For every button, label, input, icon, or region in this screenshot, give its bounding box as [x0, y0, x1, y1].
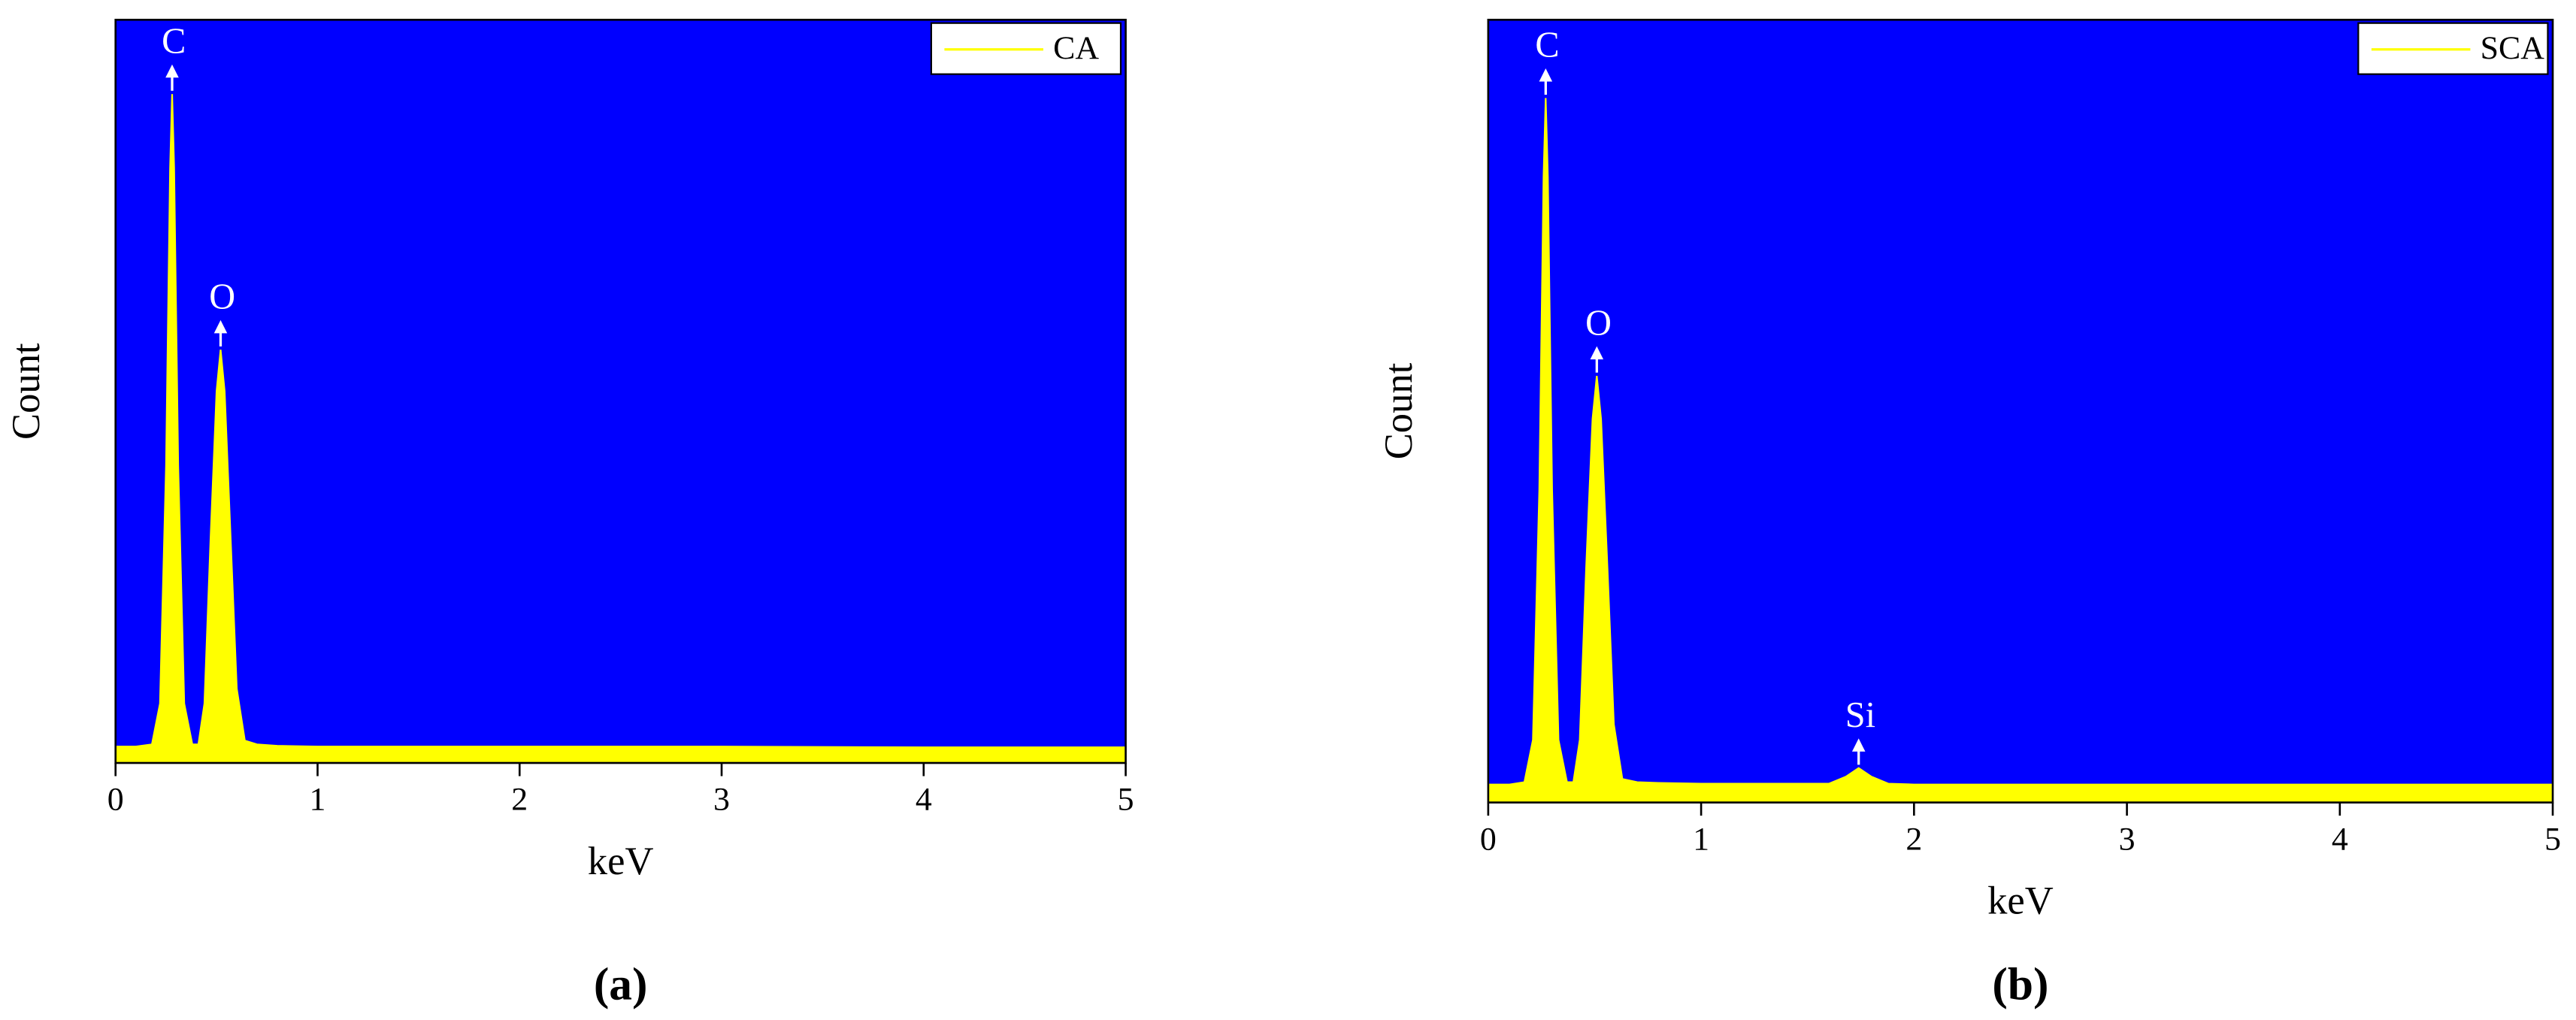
annotation-arrowhead	[1590, 346, 1604, 360]
annotation-label: C	[162, 21, 186, 61]
x-tick-label: 3	[713, 782, 730, 818]
x-tick-label: 3	[2119, 821, 2136, 857]
annotation-arrowhead	[165, 64, 179, 78]
x-tick-label: 4	[2332, 821, 2348, 857]
spectrum-area	[1487, 98, 2554, 804]
chart-panel: C O 0 1 2 3 4 5 keV Count (a) CA	[5, 18, 1134, 1009]
annotation-arrowhead	[213, 319, 228, 334]
plot-frame	[114, 18, 1127, 764]
annotation-label: Si	[1845, 695, 1875, 735]
x-tick-label: 5	[1118, 782, 1134, 818]
x-tick-label: 1	[310, 782, 326, 818]
annotation-label: O	[209, 277, 235, 317]
x-tick-label: 1	[1693, 821, 1709, 857]
x-tick-label: 4	[916, 782, 932, 818]
x-tick-label: 5	[2544, 821, 2561, 857]
legend-label: CA	[1053, 30, 1099, 66]
spectrum-area	[114, 94, 1127, 764]
annotation-label: O	[1585, 303, 1612, 343]
x-tick-label: 0	[107, 782, 124, 818]
plot-background	[115, 20, 1126, 764]
legend-label: SCA	[2481, 30, 2545, 66]
plot-background	[1488, 20, 2553, 803]
panel-label: (b)	[1992, 958, 2048, 1009]
x-tick-label: 0	[1480, 821, 1497, 857]
annotation-arrowhead	[1851, 738, 1866, 752]
y-axis-label: Count	[5, 343, 48, 440]
x-axis-label: keV	[1987, 879, 2054, 923]
x-tick-label: 2	[511, 782, 528, 818]
panel-label: (a)	[594, 958, 648, 1009]
y-axis-label: Count	[1377, 362, 1421, 459]
annotation-label: C	[1535, 26, 1559, 65]
plot-frame	[1487, 18, 2554, 804]
x-tick-label: 2	[1906, 821, 1922, 857]
chart-panel: C O Si 0 1 2 3 4 5 keV Count (b) SCA	[1377, 18, 2561, 1009]
annotation-arrowhead	[1539, 68, 1553, 82]
x-axis-label: keV	[588, 840, 654, 883]
